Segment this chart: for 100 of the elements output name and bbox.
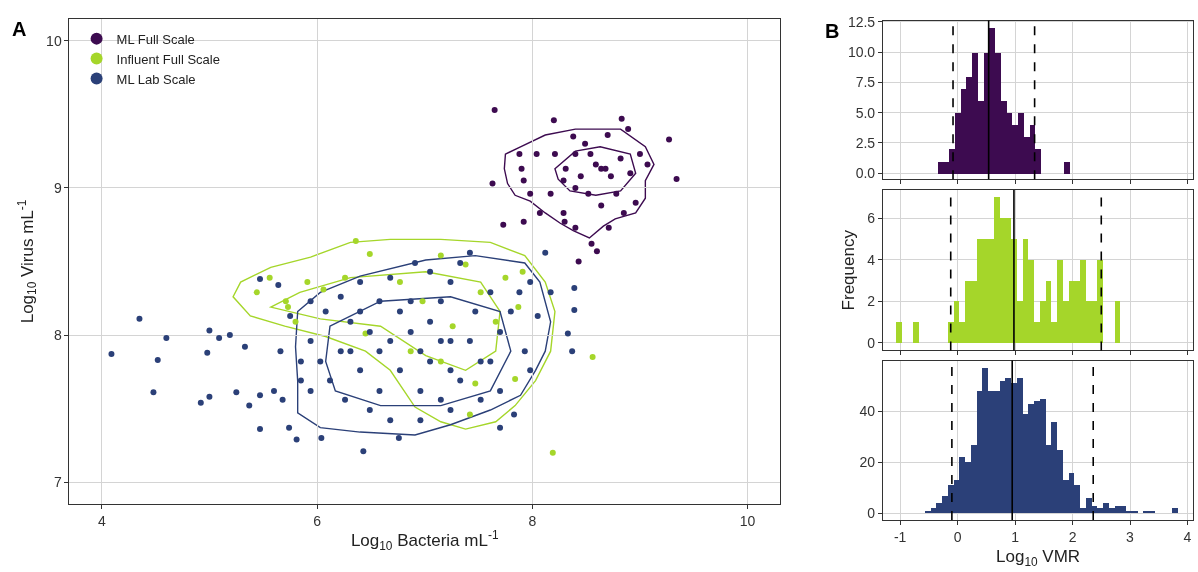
point	[632, 199, 639, 206]
chart-title: B	[825, 20, 840, 42]
point	[515, 304, 522, 311]
point	[533, 151, 540, 158]
point	[449, 323, 456, 330]
point	[489, 180, 496, 187]
point	[582, 140, 589, 147]
y-tick-label: 6	[867, 209, 876, 226]
point	[560, 209, 567, 216]
point	[352, 237, 359, 244]
point	[547, 190, 554, 197]
point	[520, 177, 527, 184]
y-tick-label: 8	[53, 326, 62, 343]
point	[419, 298, 426, 305]
y-tick-label: 40	[859, 402, 876, 419]
x-tick-label: 2	[1068, 528, 1077, 545]
y-tick-label: 20	[859, 453, 876, 470]
x-axis-title: Log$_{10}$ Bacteria mL$^{-1}$	[350, 528, 499, 553]
point	[342, 274, 349, 281]
point	[292, 318, 299, 325]
point	[570, 133, 577, 140]
point	[551, 151, 558, 158]
point	[285, 304, 291, 311]
x-tick-label: -1	[893, 528, 907, 545]
point	[560, 177, 567, 184]
point	[536, 209, 543, 216]
point	[604, 132, 611, 138]
y-tick-label: 0	[867, 334, 876, 351]
point	[304, 279, 311, 286]
point	[477, 289, 484, 296]
point	[602, 165, 609, 172]
x-tick-label: 4	[97, 512, 106, 529]
y-axis-title: Frequency	[838, 229, 858, 311]
point	[613, 190, 620, 197]
point	[627, 170, 634, 177]
x-tick-label: 8	[528, 512, 537, 529]
point	[589, 354, 596, 361]
x-tick-label: 4	[1183, 528, 1192, 545]
x-tick-label: 1	[1011, 528, 1020, 545]
x-tick-label: 10	[739, 512, 756, 529]
point	[502, 274, 509, 281]
point	[500, 221, 507, 228]
point	[512, 376, 519, 383]
point	[519, 268, 526, 275]
y-tick-label: 2.5	[855, 134, 876, 151]
point	[491, 107, 498, 113]
point	[550, 117, 557, 124]
point	[396, 279, 403, 286]
point	[592, 161, 599, 168]
point	[466, 411, 473, 418]
y-tick-label: 5.0	[855, 104, 876, 121]
x-tick-label: 3	[1126, 528, 1135, 545]
y-tick-label: 2	[867, 293, 876, 310]
point	[625, 126, 632, 133]
point	[593, 248, 600, 255]
point	[253, 289, 260, 296]
point	[462, 261, 469, 268]
point	[437, 252, 444, 259]
point	[516, 151, 523, 158]
point	[644, 161, 651, 168]
point	[575, 258, 582, 265]
point	[598, 202, 605, 209]
chart-title: A	[12, 18, 27, 40]
point	[577, 173, 584, 180]
point	[549, 449, 556, 456]
point	[617, 155, 624, 162]
point	[620, 209, 627, 216]
point	[587, 151, 594, 158]
point	[561, 218, 568, 225]
y-tick-label: 10.0	[847, 43, 876, 60]
point	[282, 298, 289, 305]
y-tick-label: 7	[53, 473, 62, 490]
point	[437, 358, 444, 365]
x-tick-label: 6	[313, 512, 322, 529]
point	[572, 224, 579, 231]
point	[527, 190, 534, 197]
point	[572, 151, 579, 158]
point	[366, 251, 373, 258]
y-tick-label: 9	[53, 179, 62, 196]
point	[585, 190, 592, 197]
point	[492, 318, 499, 325]
legend-label: ML Lab Scale	[116, 71, 196, 87]
y-tick-label: 7.5	[855, 74, 876, 91]
legend-label: Influent Full Scale	[116, 51, 220, 67]
point	[520, 218, 527, 225]
x-axis-title: Log$_{10}$ VMR	[996, 547, 1081, 569]
y-tick-label: 12.5	[847, 13, 876, 30]
point	[472, 380, 479, 387]
point	[607, 173, 614, 180]
y-tick-label: 4	[867, 251, 876, 268]
point	[673, 176, 680, 183]
point	[266, 274, 273, 281]
point	[588, 240, 595, 247]
y-tick-label: 10	[46, 32, 62, 49]
point	[562, 165, 569, 172]
x-tick-label: 0	[953, 528, 962, 545]
point	[572, 184, 579, 191]
legend-label: ML Full Scale	[116, 31, 195, 47]
point	[618, 115, 625, 122]
point	[666, 136, 673, 143]
